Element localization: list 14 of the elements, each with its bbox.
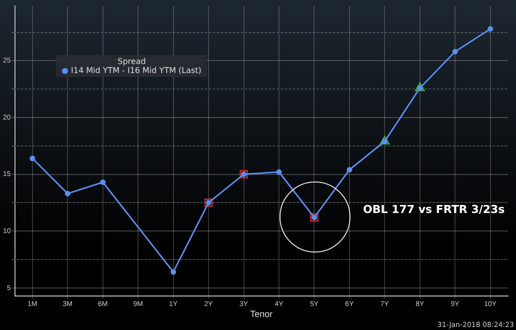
point [170, 269, 176, 275]
legend-title: Spread [116, 57, 147, 66]
point [452, 48, 458, 54]
legend-label: I14 Mid YTM - I16 Mid YTM (Last) [71, 66, 202, 75]
annotation: OBL 177 vs FRTR 3/23s [363, 203, 505, 216]
point [276, 169, 282, 175]
point [380, 136, 390, 144]
point [346, 166, 352, 172]
x-axis-title: Tenor [250, 309, 273, 320]
point [64, 190, 70, 196]
point [30, 156, 36, 162]
point [100, 179, 106, 185]
point [488, 26, 494, 32]
point [414, 82, 425, 92]
